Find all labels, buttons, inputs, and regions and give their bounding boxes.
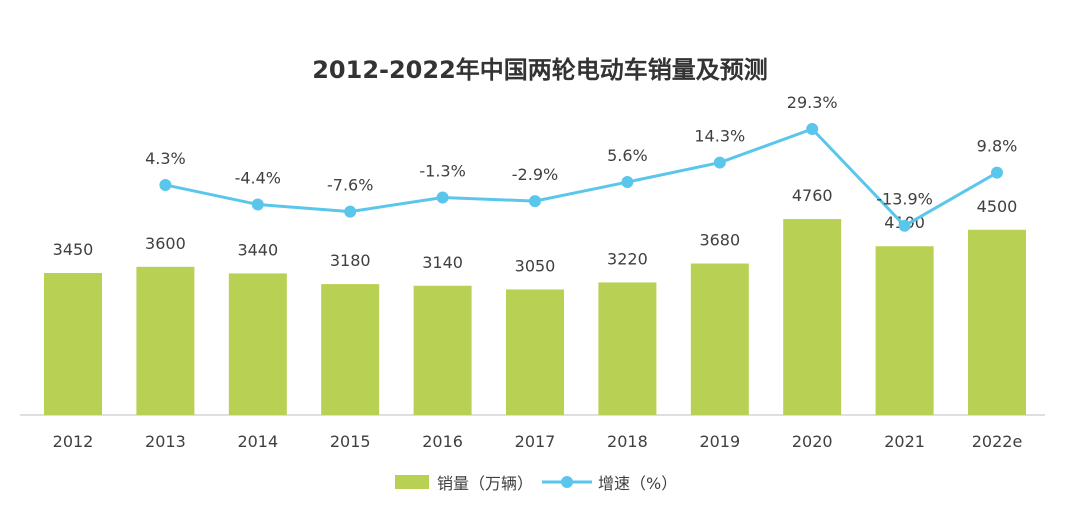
bar-label-2014: 3440 — [237, 240, 278, 259]
bar-label-2017: 3050 — [515, 256, 556, 275]
bar-2012 — [44, 272, 102, 415]
chart-title: 2012-2022年中国两轮电动车销量及预测 — [312, 56, 768, 84]
x-tick-label-2017: 2017 — [515, 432, 556, 451]
legend-label-growth: 增速（%） — [598, 474, 678, 493]
bar-label-2019: 3680 — [699, 231, 740, 250]
growth-point-2016 — [436, 191, 449, 204]
legend-swatch-bar — [395, 475, 429, 489]
bar-2020 — [783, 219, 842, 415]
bar-2022e — [968, 229, 1026, 415]
x-tick-label-2020: 2020 — [792, 432, 833, 451]
bar-2019 — [690, 263, 749, 415]
x-tick-label-2021: 2021 — [884, 432, 925, 451]
growth-point-2021 — [898, 219, 911, 232]
growth-point-2020 — [806, 122, 819, 135]
legend-item-sales: 销量（万辆） — [395, 470, 533, 494]
bar-2018 — [598, 282, 657, 415]
growth-point-2019 — [713, 156, 726, 169]
x-tick-label-2014: 2014 — [237, 432, 278, 451]
bar-label-2018: 3220 — [607, 249, 648, 268]
bar-2016 — [413, 285, 472, 415]
bar-2021 — [875, 246, 934, 415]
bar-label-2016: 3140 — [422, 253, 463, 272]
growth-label-2013: 4.3% — [145, 149, 186, 168]
bar-2015 — [321, 284, 380, 415]
growth-point-2017 — [529, 195, 541, 208]
growth-label-2022e: 9.8% — [977, 137, 1018, 156]
growth-label-2015: -7.6% — [327, 176, 373, 195]
legend-item-growth: 增速（%） — [542, 470, 677, 494]
bar-label-2020: 4760 — [792, 186, 833, 205]
bar-2014 — [228, 273, 287, 415]
growth-point-2018 — [621, 176, 634, 189]
x-tick-label-2019: 2019 — [699, 432, 740, 451]
legend-swatch-line — [542, 476, 592, 488]
growth-label-2016: -1.3% — [419, 162, 465, 181]
growth-point-2022e — [991, 166, 1003, 179]
bar-label-2012: 3450 — [53, 240, 94, 259]
growth-label-2014: -4.4% — [235, 168, 281, 187]
growth-line — [165, 127, 998, 228]
x-tick-label-2018: 2018 — [607, 432, 648, 451]
growth-label-2017: -2.9% — [512, 165, 558, 184]
x-tick-label-2012: 2012 — [53, 432, 94, 451]
bar-2013 — [136, 266, 195, 415]
growth-point-2014 — [251, 198, 264, 211]
growth-label-2021: -13.9% — [876, 190, 933, 209]
x-tick-label-2015: 2015 — [330, 432, 371, 451]
x-tick-label-2013: 2013 — [145, 432, 186, 451]
bar-label-2015: 3180 — [330, 251, 371, 270]
bar-2017 — [506, 289, 564, 415]
growth-label-2018: 5.6% — [607, 146, 648, 165]
x-tick-label-2022e: 2022e — [972, 432, 1023, 451]
growth-label-2020: 29.3% — [787, 93, 838, 112]
growth-point-2013 — [159, 178, 172, 191]
growth-label-2019: 14.3% — [694, 127, 745, 146]
bar-label-2013: 3600 — [145, 234, 186, 253]
growth-point-2015 — [344, 205, 357, 218]
legend-label-sales: 销量（万辆） — [437, 474, 534, 493]
x-tick-label-2016: 2016 — [422, 432, 463, 451]
bar-label-2022e: 4500 — [977, 197, 1018, 216]
